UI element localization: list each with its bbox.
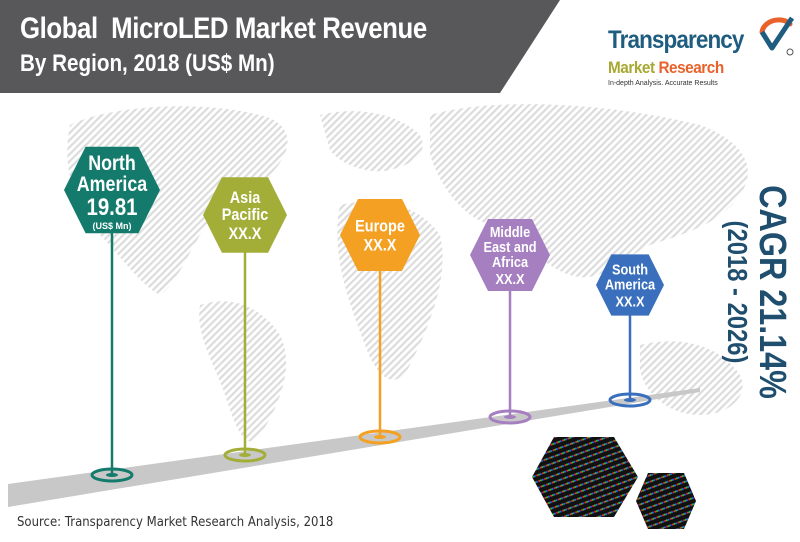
marker-base-ring [90, 467, 134, 483]
marker-hexagon [596, 254, 664, 316]
company-logo: Transparency Market Research In-depth An… [608, 14, 798, 94]
microled-panel-images [532, 437, 696, 529]
marker-label: East and [483, 238, 536, 255]
marker-unit: (US$ Mn) [93, 221, 132, 231]
marker-label: North [88, 152, 136, 176]
marker-label: America [77, 173, 148, 197]
marker-label: Asia [230, 189, 261, 207]
logo-name: Transparency [608, 26, 744, 54]
microled-hexagon-large [532, 437, 638, 517]
marker-hexagon [203, 177, 287, 253]
marker-value: XX.X [229, 225, 262, 243]
marker-value: XX.X [495, 270, 525, 287]
cagr-value: CAGR 21.14% [751, 185, 793, 399]
marker-base-dot [106, 473, 118, 477]
marker-hexagon [470, 219, 550, 291]
marker-base-dot [504, 415, 516, 419]
marker-hexagon [340, 199, 420, 271]
marker-base-dot [374, 435, 386, 439]
checkmark-logo-icon [759, 16, 795, 56]
marker-label: Africa [492, 253, 528, 270]
marker-hexagon [64, 146, 160, 234]
marker-base-ring [358, 429, 402, 445]
marker-value: XX.X [615, 292, 645, 309]
title-banner: Global MicroLED Market Revenue By Region… [0, 0, 560, 93]
logo-market: Market [608, 58, 655, 77]
marker-label: Europe [355, 218, 405, 236]
marker-base-ring [223, 447, 267, 463]
marker-value: 19.81 [86, 193, 137, 220]
marker-label: Pacific [222, 206, 269, 224]
microled-hexagon-small [636, 473, 696, 529]
marker-base-ring [608, 392, 652, 408]
marker-base-dot [624, 398, 636, 402]
marker-label: Middle [490, 223, 531, 240]
marker-value: XX.X [364, 237, 397, 255]
marker-label: South [612, 260, 648, 277]
timeline-ribbon [8, 388, 700, 507]
logo-tagline: In-depth Analysis. Accurate Results [608, 80, 718, 87]
chart-title: Global MicroLED Market Revenue [20, 12, 427, 45]
cagr-annotation: CAGR 21.14% (2018 - 2026) [712, 172, 800, 412]
source-note: Source: Transparency Market Research Ana… [17, 515, 334, 530]
marker-base-ring [488, 409, 532, 425]
marker-base-dot [239, 453, 251, 457]
cagr-period: (2018 - 2026) [722, 220, 753, 364]
marker-label: America [605, 275, 656, 292]
logo-research: Research [658, 58, 724, 77]
chart-subtitle: By Region, 2018 (US$ Mn) [20, 50, 275, 77]
logo-subname: Market Research [608, 58, 724, 78]
